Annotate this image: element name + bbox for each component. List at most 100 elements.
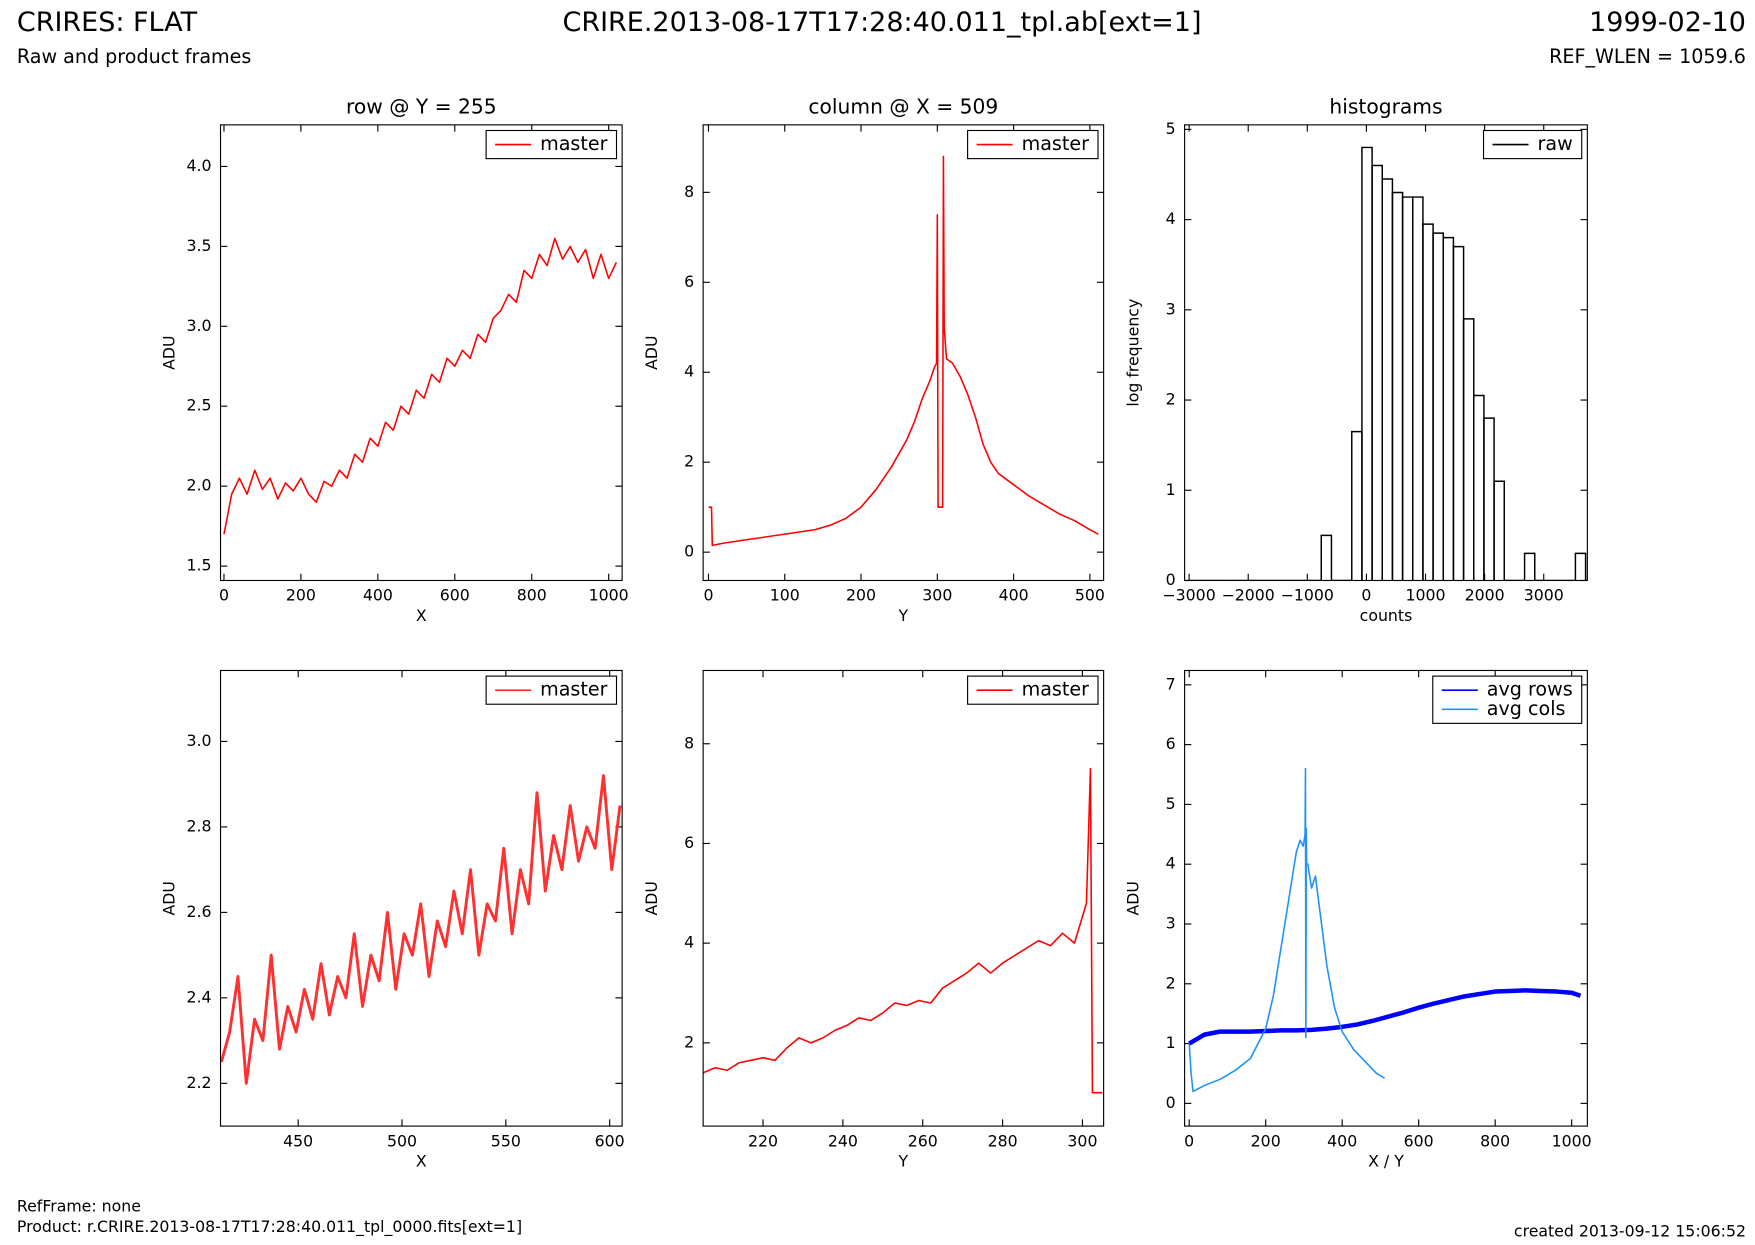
x-tick-label: 100 (770, 586, 800, 605)
x-tick-label: 0 (703, 586, 713, 605)
y-tick-label: 2.5 (186, 396, 211, 415)
histogram-bin (1523, 552, 1536, 581)
plot-title: row @ Y = 255 (346, 94, 497, 118)
histogram-bin (1432, 232, 1444, 581)
date: 1999-02-10 (1589, 7, 1746, 38)
x-tick-label: 240 (828, 1131, 858, 1150)
plot-frame (702, 124, 1105, 582)
histogram-bin (1493, 480, 1505, 581)
subplot: Y ADU 220 240 260 280 300 2 4 6 8 master (642, 669, 1105, 1171)
y-tick-label: 6 (684, 272, 694, 291)
histogram-bin (1574, 552, 1587, 581)
page-subtitle: Raw and product frames (17, 45, 252, 68)
x-axis-label: X (416, 606, 427, 625)
ref-wlen: REF_WLEN = 1059.6 (1549, 45, 1746, 68)
x-tick-label: 1000 (589, 586, 629, 605)
x-tick-label: 300 (1067, 1131, 1097, 1150)
histogram-bin (1462, 318, 1475, 581)
x-tick-label: 600 (440, 586, 470, 605)
data-line (1188, 988, 1582, 1046)
legend-box (1432, 675, 1583, 724)
y-tick-label: 2 (1166, 973, 1176, 992)
x-tick-label: 800 (517, 586, 547, 605)
x-tick-label: −2000 (1222, 586, 1275, 605)
histogram-bin (1412, 196, 1424, 581)
legend: master (485, 129, 618, 160)
y-axis-label: ADU (1123, 881, 1142, 915)
y-tick-label: 2.0 (186, 476, 211, 495)
histogram-bin (1320, 534, 1333, 581)
x-tick-label: 0 (1184, 1131, 1194, 1150)
plot-area (1188, 767, 1582, 1093)
y-axis-label: ADU (642, 335, 661, 369)
plot-frame (702, 669, 1105, 1127)
x-axis-label: counts (1360, 606, 1413, 625)
plot-frame (219, 669, 623, 1127)
y-tick-label: 7 (1166, 674, 1176, 693)
data-line (223, 237, 618, 535)
data-line (220, 774, 622, 1085)
histogram-bin (1473, 394, 1485, 581)
y-tick-label: 0 (684, 542, 694, 561)
x-tick-label: 600 (595, 1131, 625, 1150)
legend: raw (1482, 129, 1583, 160)
x-axis-label: Y (898, 1152, 909, 1171)
plot-area (220, 774, 622, 1085)
legend-label: raw (1538, 132, 1573, 155)
y-tick-label: 5 (1166, 794, 1176, 813)
x-tick-label: 600 (1404, 1131, 1434, 1150)
x-tick-label: 3000 (1524, 586, 1564, 605)
y-axis-label: ADU (159, 881, 178, 915)
x-tick-label: −3000 (1162, 586, 1215, 605)
y-tick-label: 4 (684, 362, 694, 381)
histogram-bin (1483, 417, 1495, 581)
y-tick-label: 3 (1166, 913, 1176, 932)
plot-area (708, 155, 1099, 547)
x-tick-label: 500 (387, 1131, 417, 1150)
y-tick-label: 2.2 (186, 1073, 211, 1092)
x-tick-label: 550 (491, 1131, 521, 1150)
x-axis-label: X (416, 1152, 427, 1171)
y-tick-label: 4.0 (186, 156, 211, 175)
x-tick-label: 200 (1251, 1131, 1281, 1150)
page-title: CRIRES: FLAT (17, 7, 198, 38)
y-tick-label: 1 (1166, 1033, 1176, 1052)
x-tick-label: 400 (363, 586, 393, 605)
histogram-bin (1351, 430, 1363, 581)
histogram-bin (1371, 164, 1383, 581)
y-axis-label: ADU (159, 335, 178, 369)
y-axis-label: log frequency (1123, 299, 1142, 407)
y-tick-label: 1.5 (186, 556, 211, 575)
y-tick-label: 2 (684, 452, 694, 471)
plot-area (1189, 146, 1587, 581)
x-tick-label: 260 (908, 1131, 938, 1150)
file-name: CRIRE.2013-08-17T17:28:40.011_tpl.ab[ext… (563, 7, 1202, 38)
x-axis-label: Y (898, 606, 909, 625)
x-tick-label: 800 (1480, 1131, 1510, 1150)
y-tick-label: 4 (1166, 854, 1176, 873)
y-tick-label: 3.0 (186, 731, 211, 750)
legend-label: master (1022, 132, 1090, 155)
subplot: X / Y ADU 0 200 400 600 800 1000 0 1 2 3 4 5 6 7 avg row… (1123, 669, 1592, 1171)
x-tick-label: 450 (283, 1131, 313, 1150)
x-tick-label: 1000 (1406, 586, 1446, 605)
legend: master (967, 675, 1099, 705)
x-tick-label: 200 (846, 586, 876, 605)
x-tick-label: 0 (1361, 586, 1371, 605)
x-tick-label: 280 (988, 1131, 1018, 1150)
y-tick-label: 2.4 (186, 987, 211, 1006)
histogram-bin (1381, 178, 1394, 581)
product: Product: r.CRIRE.2013-08-17T17:28:40.011… (17, 1217, 522, 1237)
x-tick-label: 220 (748, 1131, 778, 1150)
x-tick-label: 0 (219, 586, 229, 605)
histogram-bin (1452, 245, 1465, 581)
histogram-bin (1401, 196, 1414, 581)
ref-frame: RefFrame: none (17, 1197, 141, 1216)
legend: master (967, 129, 1099, 160)
y-tick-label: 3.0 (186, 316, 211, 335)
data-line (708, 155, 1099, 547)
plot-title: column @ X = 509 (808, 94, 998, 118)
plot-frame (1184, 669, 1588, 1127)
